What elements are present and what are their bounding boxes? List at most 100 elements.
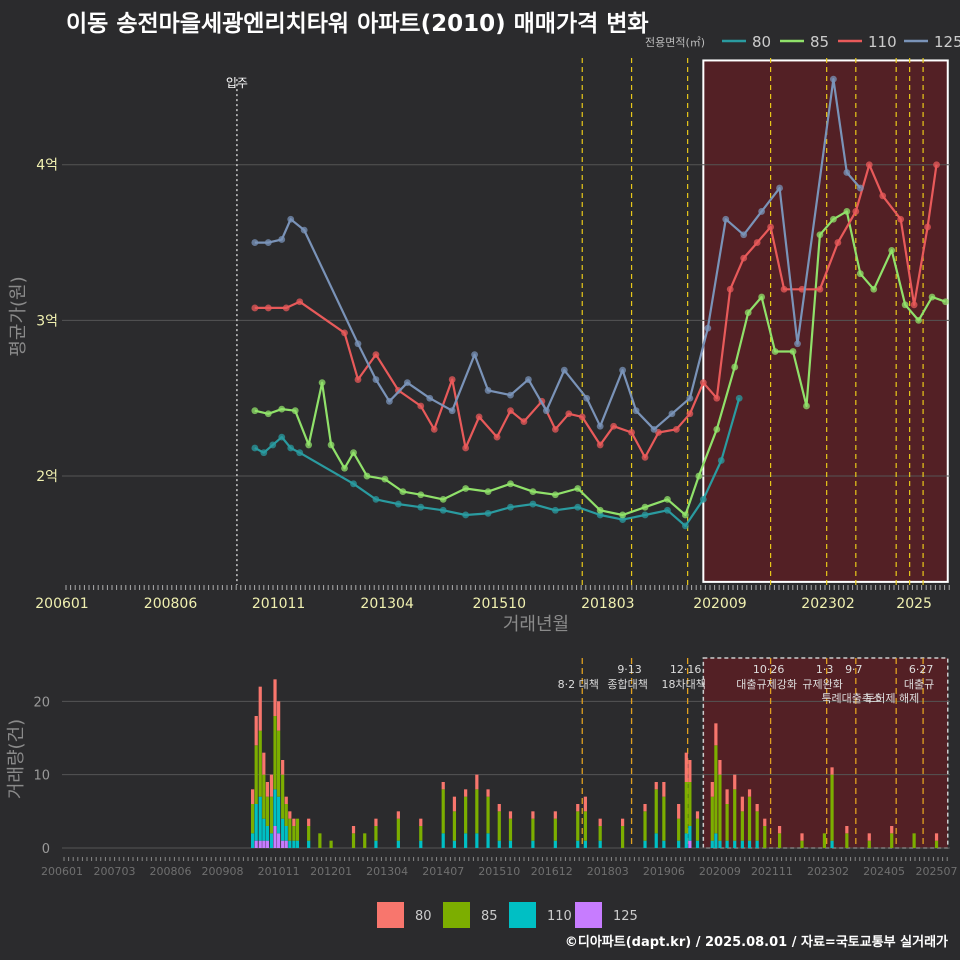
data-point-80 (394, 500, 402, 508)
volume-x-tick-label: 201011 (258, 865, 300, 878)
page-title: 이동 송전마을세광엔리치타워 아파트(2010) 매매가격 변화 (66, 11, 649, 37)
x-tick-label: 201510 (473, 596, 526, 612)
policy-date: 9·7 (845, 663, 863, 676)
volume-bar-85 (725, 804, 729, 841)
x-tick-label: 202009 (693, 596, 746, 612)
data-point-125 (619, 366, 627, 374)
data-point-85 (350, 449, 357, 457)
x-tick-label: 201803 (581, 596, 634, 612)
volume-bar-85 (251, 804, 255, 834)
volume-bar-110 (284, 826, 288, 841)
volume-bar-80 (441, 782, 445, 790)
data-point-125 (776, 184, 783, 192)
data-point-80 (551, 506, 559, 514)
legend-title: 전용면적(㎡) (645, 36, 705, 49)
volume-bar-110 (254, 804, 258, 841)
volume-bar-85 (452, 811, 457, 841)
data-point-85 (439, 495, 447, 503)
volume-bar-85 (643, 811, 647, 841)
data-point-85 (803, 402, 810, 410)
legend-label-125: 125 (934, 33, 960, 51)
volume-bar-80 (452, 796, 457, 812)
data-point-85 (641, 503, 649, 511)
data-point-125 (583, 394, 591, 402)
data-point-110 (354, 376, 362, 383)
volume-bar-110 (486, 833, 490, 848)
volume-bar-110 (583, 840, 587, 848)
volume-highlight-box (702, 657, 949, 849)
x-tick-label: 201011 (252, 596, 305, 612)
legend-label-85: 85 (810, 33, 829, 51)
volume-bar-80 (396, 811, 400, 819)
volume-bar-80 (695, 811, 700, 819)
volume-bar-85 (830, 774, 834, 841)
volume-bar-80 (258, 686, 262, 731)
volume-bar-85 (912, 833, 916, 848)
policy-label: 8·2 대책 (558, 678, 599, 691)
data-point-110 (610, 422, 618, 430)
volume-bar-80 (269, 774, 274, 797)
volume-bar-85 (576, 811, 580, 841)
data-point-85 (915, 316, 923, 324)
legend-label-110: 110 (868, 33, 897, 51)
volume-bar-85 (374, 826, 378, 841)
volume-legend-swatch-110 (509, 902, 536, 928)
volume-legend-label-110: 110 (547, 909, 572, 924)
volume-x-tick-label: 202507 (916, 865, 958, 878)
volume-bar-110 (553, 840, 557, 848)
volume-bar-85 (351, 833, 356, 848)
data-point-85 (942, 298, 949, 306)
data-point-85 (744, 309, 752, 317)
volume-x-tick-label: 201304 (366, 865, 408, 878)
data-point-125 (278, 236, 286, 243)
volume-bar-110 (598, 840, 602, 848)
policy-label: 특례대출축소 (821, 692, 882, 705)
data-point-110 (296, 298, 304, 306)
volume-bar-125 (688, 840, 692, 848)
data-point-80 (484, 510, 492, 517)
volume-x-tick-label: 200703 (93, 865, 135, 878)
volume-bar-85 (763, 826, 767, 848)
volume-bar-110 (441, 833, 445, 848)
policy-date: 6·27 (909, 663, 934, 676)
volume-bar-80 (553, 811, 557, 819)
volume-bar-80 (281, 760, 285, 775)
volume-bar-110 (725, 840, 729, 848)
volume-bar-110 (576, 840, 580, 848)
volume-bar-80 (374, 818, 378, 826)
volume-bar-110 (740, 840, 744, 848)
volume-bar-110 (295, 840, 300, 848)
volume-bar-80 (725, 789, 729, 804)
volume-bar-110 (251, 833, 255, 848)
data-point-125 (650, 425, 658, 433)
volume-bar-85 (277, 730, 281, 797)
volume-bar-110 (662, 840, 666, 848)
volume-bar-80 (497, 804, 501, 812)
policy-date: 12·16 (670, 663, 702, 676)
data-point-85 (381, 475, 389, 483)
volume-bar-110 (374, 840, 378, 848)
volume-bar-80 (265, 782, 270, 797)
x-axis-title: 거래년월 (503, 614, 569, 635)
volume-bar-80 (710, 782, 714, 797)
data-point-110 (816, 285, 824, 293)
volume-bar-80 (934, 833, 939, 841)
data-point-85 (278, 405, 286, 413)
volume-bar-80 (475, 774, 479, 790)
volume-bar-110 (281, 818, 285, 841)
data-point-85 (363, 472, 371, 480)
volume-bar-85 (662, 796, 666, 841)
data-point-125 (686, 394, 694, 402)
volume-bar-85 (677, 818, 681, 841)
volume-bar-85 (464, 796, 468, 834)
data-point-125 (484, 387, 492, 394)
volume-bar-125 (262, 840, 266, 848)
volume-bar-85 (273, 716, 277, 790)
data-point-125 (843, 169, 851, 176)
volume-legend-label-80: 80 (415, 909, 432, 924)
data-point-110 (726, 285, 734, 293)
volume-bar-85 (295, 818, 300, 841)
volume-bar-110 (718, 840, 722, 848)
data-point-85 (829, 215, 837, 223)
volume-legend-swatch-125 (575, 902, 602, 928)
